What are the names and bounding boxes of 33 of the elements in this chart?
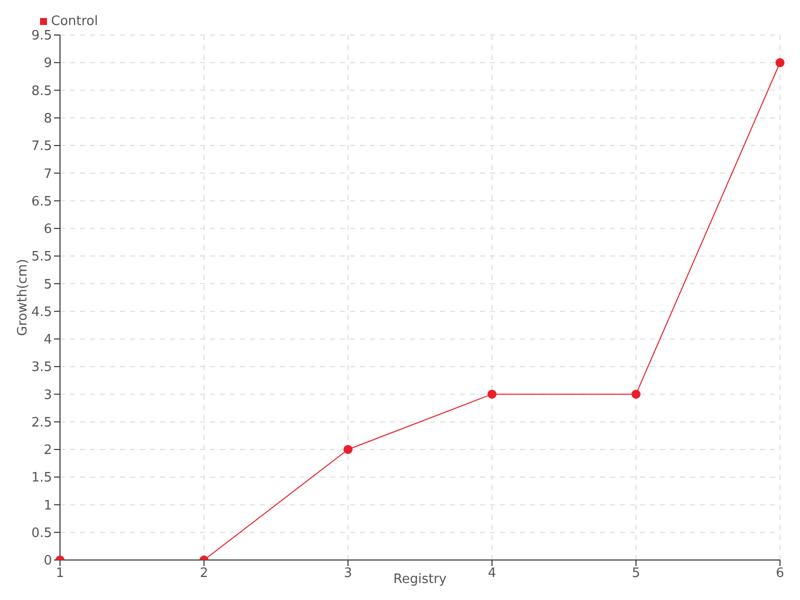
y-tick-label: 1.5 — [31, 470, 52, 486]
legend-label: Control — [51, 14, 98, 29]
y-tick-label: 9 — [44, 56, 52, 72]
y-tick-label: 0.5 — [31, 526, 52, 541]
point — [632, 390, 640, 399]
y-tick-label: 5.5 — [31, 250, 52, 265]
x-axis-title: Registry — [393, 572, 447, 588]
x-tick-label: 6 — [776, 566, 784, 582]
y-tick-label: 9.5 — [31, 28, 52, 44]
y-tick-label: 8 — [44, 112, 52, 127]
y-tick-label: 2.5 — [31, 415, 52, 430]
y-tick-label: 1 — [44, 498, 52, 514]
y-tick-label: 4.5 — [31, 304, 52, 320]
point — [344, 444, 352, 454]
y-tick-label: 3.5 — [31, 360, 52, 376]
x-tick-label: 2 — [200, 566, 208, 582]
x-tick-label: 1 — [56, 566, 64, 582]
point — [488, 390, 496, 399]
y-axis-title: Growth(cm) — [16, 258, 31, 336]
x-tick-label: 5 — [632, 566, 640, 582]
y-tick-label: 0 — [44, 554, 52, 569]
y-tick-label: 7 — [44, 166, 52, 182]
point — [776, 58, 784, 68]
x-tick-label: 3 — [344, 566, 352, 582]
y-tick-label: 5 — [44, 277, 52, 292]
y-tick-label: 2 — [44, 443, 52, 458]
y-tick-label: 4 — [44, 332, 52, 348]
y-tick-label: 6 — [44, 222, 52, 238]
x-tick-label: 4 — [488, 566, 496, 582]
y-tick-label: 7.5 — [31, 139, 52, 154]
y-tick-label: 3 — [44, 388, 52, 403]
y-tick-label: 6.5 — [31, 194, 52, 210]
y-tick-label: 8.5 — [31, 84, 52, 99]
